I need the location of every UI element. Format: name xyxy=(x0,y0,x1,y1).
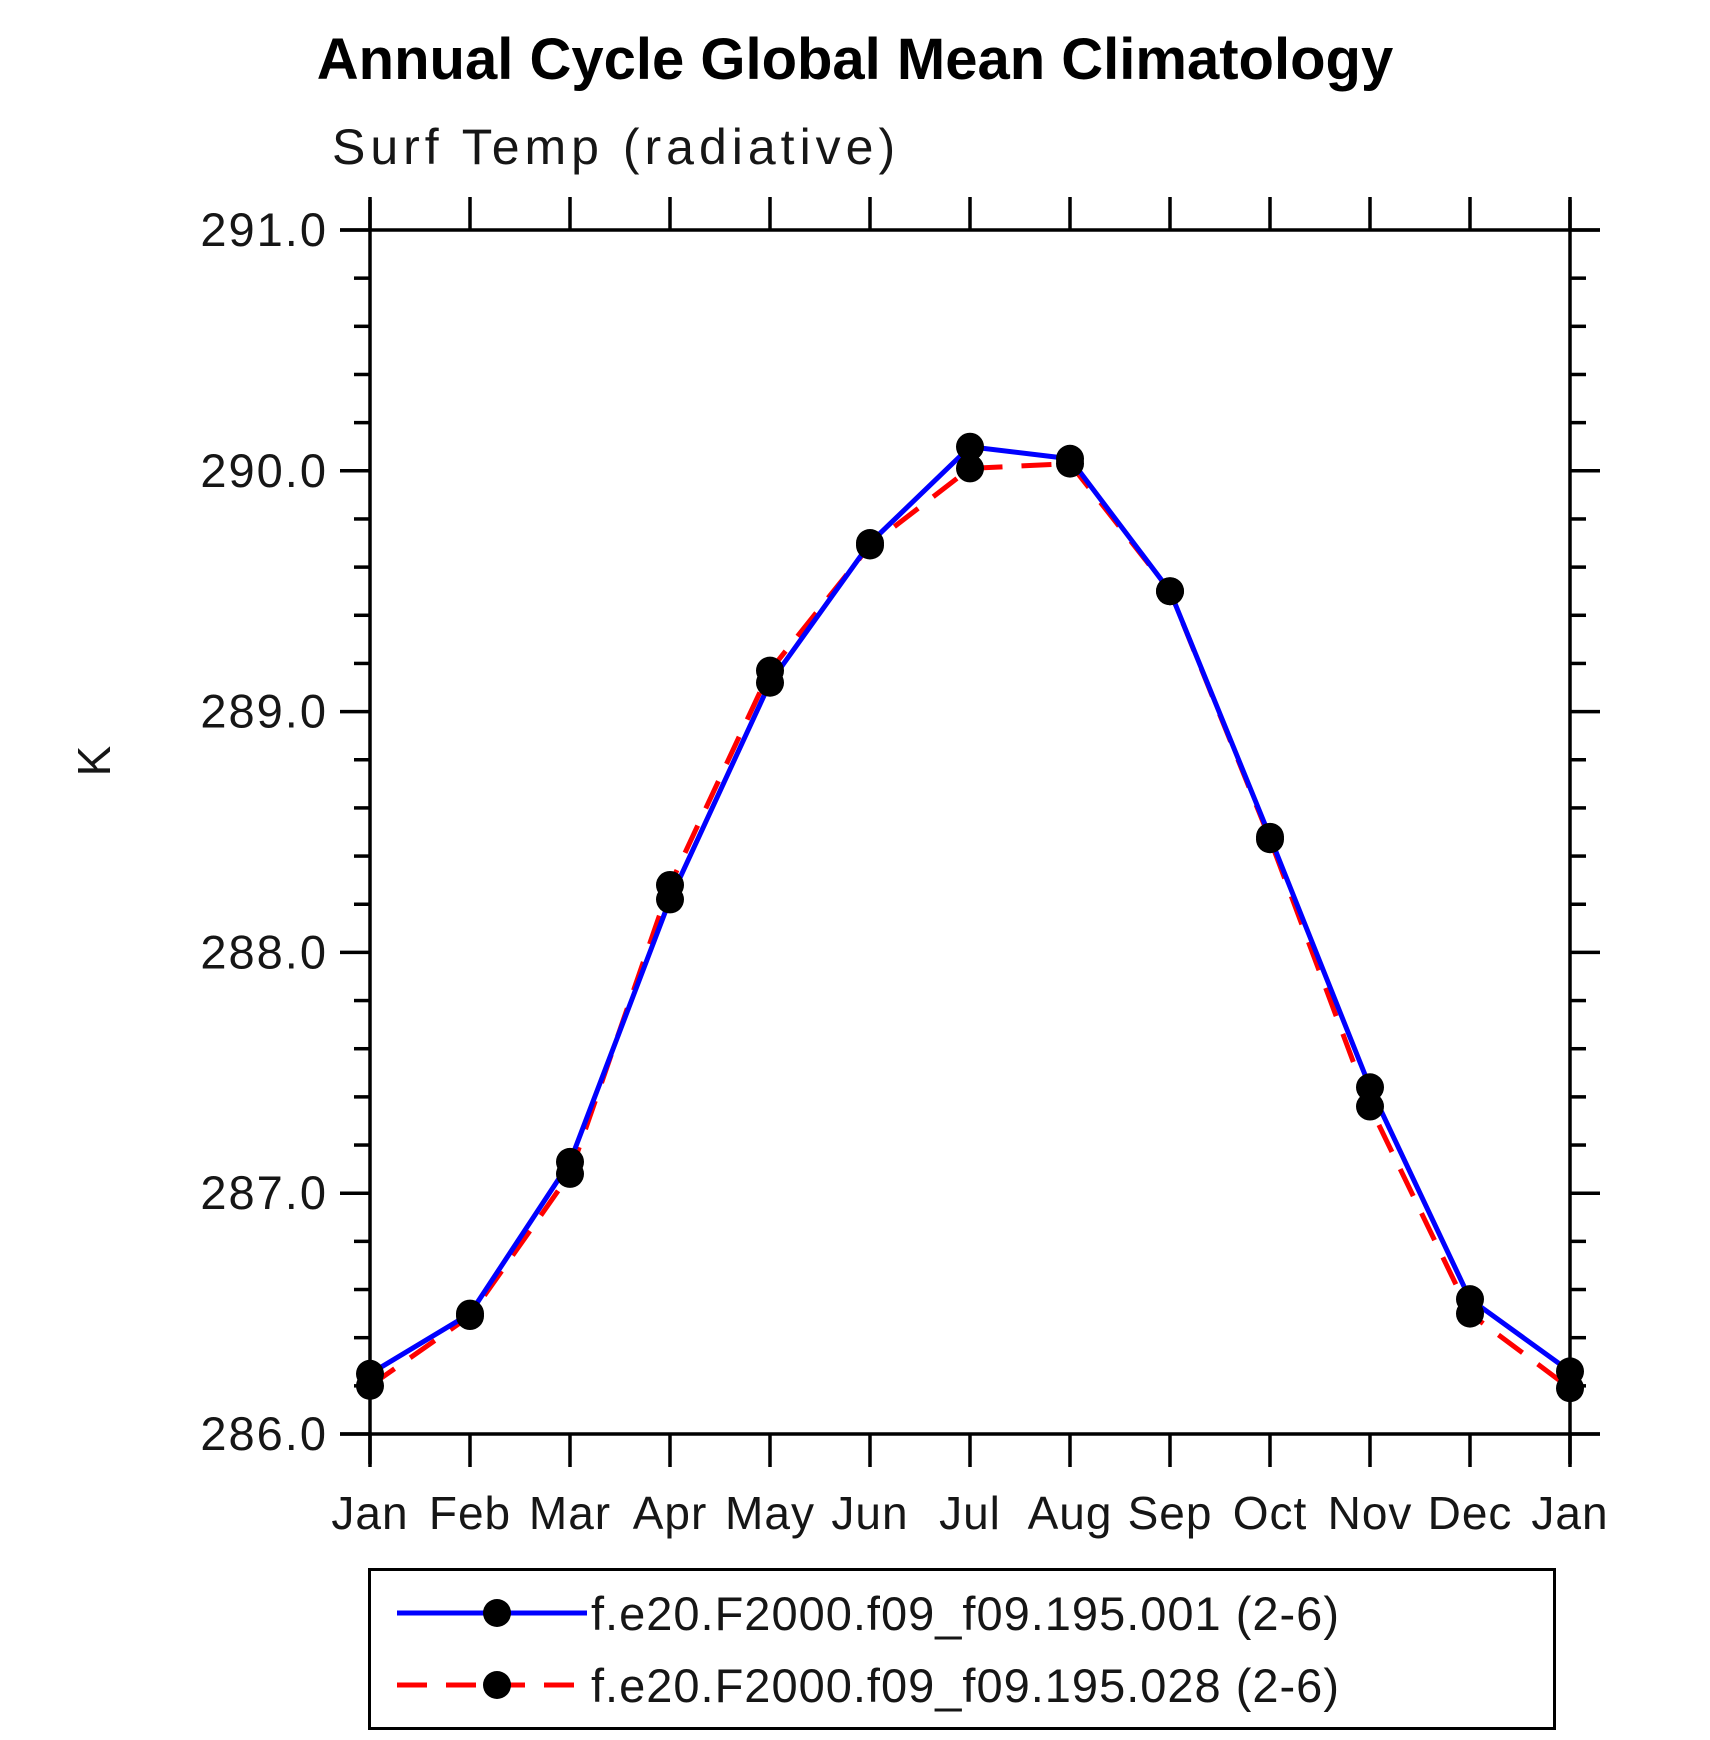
data-point-marker xyxy=(1256,825,1284,854)
y-tick-label: 288.0 xyxy=(200,925,328,978)
x-tick-label: Aug xyxy=(1028,1487,1113,1539)
y-axis-label: K xyxy=(68,744,120,777)
y-tick-label: 291.0 xyxy=(200,203,328,256)
legend-label-series2: f.e20.F2000.f09_f09.195.028 (2-6) xyxy=(591,1658,1340,1712)
data-point-marker xyxy=(356,1371,384,1400)
x-tick-label: Apr xyxy=(633,1487,708,1539)
data-point-marker xyxy=(656,870,684,899)
legend-sample-marker xyxy=(483,1671,511,1699)
legend-sample-line-series2 xyxy=(397,1671,587,1699)
x-tick-label: Nov xyxy=(1328,1487,1413,1539)
data-point-marker xyxy=(1356,1092,1384,1121)
chart-title: Annual Cycle Global Mean Climatology xyxy=(316,27,1394,92)
x-tick-label: Jul xyxy=(939,1487,1001,1539)
y-tick-label: 290.0 xyxy=(200,444,328,497)
x-tick-label: Jan xyxy=(331,1487,408,1539)
legend-sample-marker xyxy=(483,1599,511,1627)
x-tick-label: Sep xyxy=(1128,1487,1213,1539)
data-point-marker xyxy=(956,432,984,461)
legend-item-series1: f.e20.F2000.f09_f09.195.001 (2-6) xyxy=(397,1581,1553,1645)
series-line-dashed xyxy=(368,461,1572,1391)
x-tick-label: Oct xyxy=(1233,1487,1308,1539)
data-point-marker xyxy=(456,1302,484,1331)
y-tick-label: 289.0 xyxy=(200,685,328,738)
data-point-marker xyxy=(1156,577,1184,606)
x-tick-label: Jan xyxy=(1531,1487,1608,1539)
data-point-marker xyxy=(1356,1073,1384,1102)
legend-item-series2: f.e20.F2000.f09_f09.195.028 (2-6) xyxy=(397,1653,1553,1717)
y-tick-label: 287.0 xyxy=(200,1166,328,1219)
data-point-marker xyxy=(1556,1374,1584,1403)
x-tick-label: Jun xyxy=(831,1487,908,1539)
x-tick-label: Mar xyxy=(529,1487,611,1539)
series-line-solid xyxy=(368,444,1572,1376)
legend-box: f.e20.F2000.f09_f09.195.001 (2-6) f.e20.… xyxy=(368,1568,1556,1730)
chart-subtitle: Surf Temp (radiative) xyxy=(332,119,901,175)
data-point-marker xyxy=(856,531,884,560)
x-tick-label: Feb xyxy=(429,1487,511,1539)
data-point-marker xyxy=(1456,1299,1484,1328)
x-tick-label: Dec xyxy=(1428,1487,1513,1539)
legend-label-series1: f.e20.F2000.f09_f09.195.001 (2-6) xyxy=(591,1586,1340,1640)
data-point-marker xyxy=(956,454,984,483)
data-point-marker xyxy=(1056,449,1084,478)
x-tick-label: May xyxy=(725,1487,815,1539)
data-point-marker xyxy=(556,1159,584,1188)
y-tick-label: 286.0 xyxy=(200,1407,328,1460)
data-point-marker xyxy=(756,656,784,685)
legend-sample-line-series1 xyxy=(397,1599,587,1627)
